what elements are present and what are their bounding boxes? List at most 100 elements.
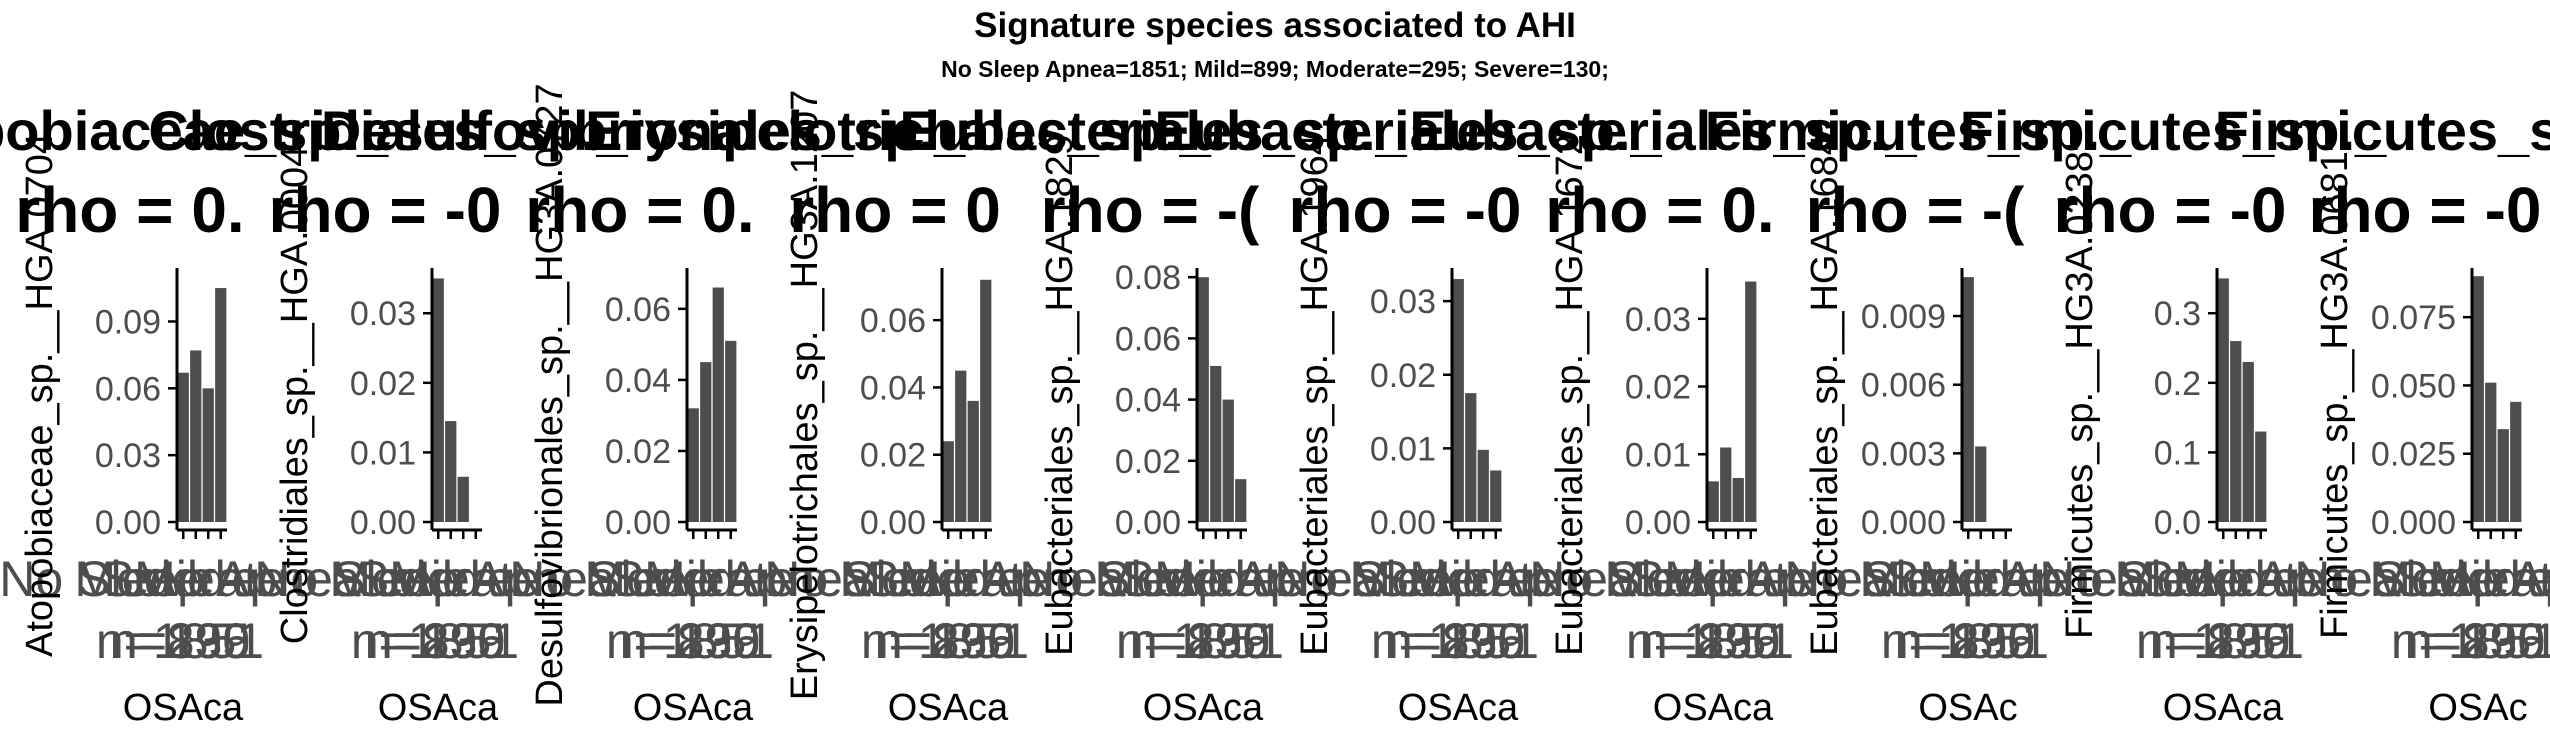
bar-moderate xyxy=(1732,477,1744,522)
x-tick-label: Severe xyxy=(2141,551,2299,607)
y-tick-label: 0.01 xyxy=(350,434,416,472)
bar-moderate xyxy=(202,388,214,522)
x-tick-n-label: n=295 xyxy=(1130,613,1270,669)
panel-title: Clostridiales_sp._ xyxy=(148,99,628,162)
y-tick-label: 0.009 xyxy=(1861,298,1946,336)
panel-9: 0.0 0.1 0.2 0.3 No Sleep Apnea n=1851 Mild n=89… xyxy=(1960,99,2401,729)
x-tick-n-label: n=899 xyxy=(1130,613,1270,669)
panel-stat: rho = -( xyxy=(1806,174,2025,246)
panel-title: Eubacteriales_sp._ xyxy=(899,99,1407,162)
y-axis-title: Firmicutes_sp.__HG3A.0238 xyxy=(2059,151,2101,639)
x-tick-label: Severe xyxy=(2396,551,2550,607)
y-axis-title: Clostridiales_sp.__HGA.0004 xyxy=(274,146,316,645)
y-tick-label: 0.02 xyxy=(605,433,671,471)
x-axis-title: OSAca xyxy=(1398,687,1519,729)
x-tick-n-label: n=130 xyxy=(110,613,250,669)
x-tick-label: No Sleep Apnea xyxy=(2039,551,2401,607)
x-tick-n-label: n=1851 xyxy=(2391,613,2550,669)
panel-8: 0.000 0.003 0.006 0.009 No Sleep Apnea n=1851… xyxy=(1705,99,2146,729)
x-tick-label: Mild xyxy=(389,551,481,607)
bar-no-sleep-apnea xyxy=(942,441,954,522)
x-tick-label: Moderate xyxy=(2369,551,2550,607)
y-tick-label: 0.02 xyxy=(1625,369,1691,407)
y-tick-label: 0.03 xyxy=(350,295,416,333)
x-tick-label: No Sleep Apnea xyxy=(0,551,361,607)
y-tick-label: 0.09 xyxy=(95,303,161,341)
panel-2: 0.00 0.01 0.02 0.03 No Sleep Apnea n=1851 Mild… xyxy=(148,99,628,729)
bar-mild xyxy=(445,421,457,522)
bar-moderate xyxy=(712,287,724,522)
x-tick-n-label: n=899 xyxy=(620,613,760,669)
panel-stat: rho = -0 xyxy=(269,174,502,246)
bar-moderate xyxy=(2497,429,2509,522)
bar-mild xyxy=(1975,446,1987,522)
x-tick-n-label: n=1851 xyxy=(1881,613,2049,669)
x-tick-n-label: n=130 xyxy=(2405,613,2545,669)
bar-moderate xyxy=(1222,399,1234,522)
x-axis-title: OSAca xyxy=(123,687,244,729)
y-tick-label: 0.03 xyxy=(1370,283,1436,321)
x-tick-n-label: n=1851 xyxy=(606,613,774,669)
x-tick-label: Moderate xyxy=(839,551,1050,607)
x-axis-title: OSAca xyxy=(888,687,1009,729)
bar-mild xyxy=(1720,447,1732,522)
bar-no-sleep-apnea xyxy=(2472,276,2484,522)
x-tick-label: No Sleep Apnea xyxy=(1274,551,1636,607)
y-tick-label: 0.003 xyxy=(1861,435,1946,473)
panel-stat: rho = 0. xyxy=(1545,174,1774,246)
panel-title: Firmicutes_sp._ xyxy=(2215,99,2550,162)
x-tick-label: No Sleep Apnea xyxy=(2294,551,2550,607)
bar-severe xyxy=(1235,479,1247,522)
bar-severe xyxy=(980,279,992,522)
y-axis-title: Eubacteriales_sp.__HGA.1964 xyxy=(1294,134,1336,656)
x-tick-label: Mild xyxy=(2429,551,2521,607)
x-tick-n-label: n=1851 xyxy=(1626,613,1794,669)
y-tick-label: 0.00 xyxy=(1625,504,1691,542)
x-tick-label: Severe xyxy=(101,551,259,607)
y-tick-label: 0.03 xyxy=(1625,301,1691,339)
x-tick-n-label: n=899 xyxy=(365,613,505,669)
x-tick-n-label: n=295 xyxy=(620,613,760,669)
x-tick-n-label: n=130 xyxy=(1640,613,1780,669)
y-tick-label: 0.04 xyxy=(605,362,671,400)
y-tick-label: 0.02 xyxy=(1370,357,1436,395)
panel-3: 0.00 0.02 0.04 0.06 No Sleep Apnea n=1851 Mild… xyxy=(321,83,966,729)
panel-5: 0.00 0.02 0.04 0.06 0.08 No Sleep Apnea n=1851… xyxy=(899,99,1407,729)
bar-mild xyxy=(2230,341,2242,522)
panel-title: Firmicutes_sp._ xyxy=(1960,99,2387,162)
x-tick-n-label: n=295 xyxy=(875,613,1015,669)
panel-stat: rho = -( xyxy=(1041,174,1260,246)
y-tick-label: 0.000 xyxy=(1861,504,1946,542)
y-tick-label: 0.1 xyxy=(2154,434,2201,472)
bar-no-sleep-apnea xyxy=(1197,277,1209,522)
bar-moderate xyxy=(2242,361,2254,522)
y-tick-label: 0.02 xyxy=(350,365,416,403)
y-axis-title: Eubacteriales_sp.__HGA.1829 xyxy=(1039,134,1081,656)
figure-subtitle: No Sleep Apnea=1851; Mild=899; Moderate=… xyxy=(941,56,1609,82)
bar-severe xyxy=(1745,281,1757,522)
panel-1: 0.00 0.03 0.06 0.09 No Sleep Apnea n=1851 Mild… xyxy=(0,99,389,729)
y-tick-label: 0.00 xyxy=(605,504,671,542)
y-tick-label: 0.006 xyxy=(1861,367,1946,405)
y-tick-label: 0.06 xyxy=(605,291,671,329)
y-tick-label: 0.02 xyxy=(1115,443,1181,481)
bar-severe xyxy=(1490,470,1502,522)
x-tick-n-label: n=295 xyxy=(1895,613,2035,669)
x-tick-label: Severe xyxy=(356,551,514,607)
y-axis-title: Atopobiaceae_sp.__HGA.0704 xyxy=(19,133,61,657)
y-tick-label: 0.00 xyxy=(350,504,416,542)
x-axis-title: OSAc xyxy=(1918,687,2017,729)
x-tick-label: Moderate xyxy=(2114,551,2325,607)
y-tick-label: 0.01 xyxy=(1625,436,1691,474)
x-tick-label: No Sleep Apnea xyxy=(509,551,871,607)
panel-title: Atopobiaceae_sp._ xyxy=(0,99,389,162)
x-axis-title: OSAc xyxy=(2428,687,2527,729)
x-tick-label: Moderate xyxy=(74,551,285,607)
x-tick-n-label: n=130 xyxy=(875,613,1015,669)
panel-stat: rho = -0 xyxy=(1289,174,1522,246)
x-tick-label: Severe xyxy=(1886,551,2044,607)
y-tick-label: 0.0 xyxy=(2154,504,2201,542)
y-tick-label: 0.00 xyxy=(860,504,926,542)
x-tick-n-label: n=295 xyxy=(110,613,250,669)
x-tick-label: Mild xyxy=(1154,551,1246,607)
